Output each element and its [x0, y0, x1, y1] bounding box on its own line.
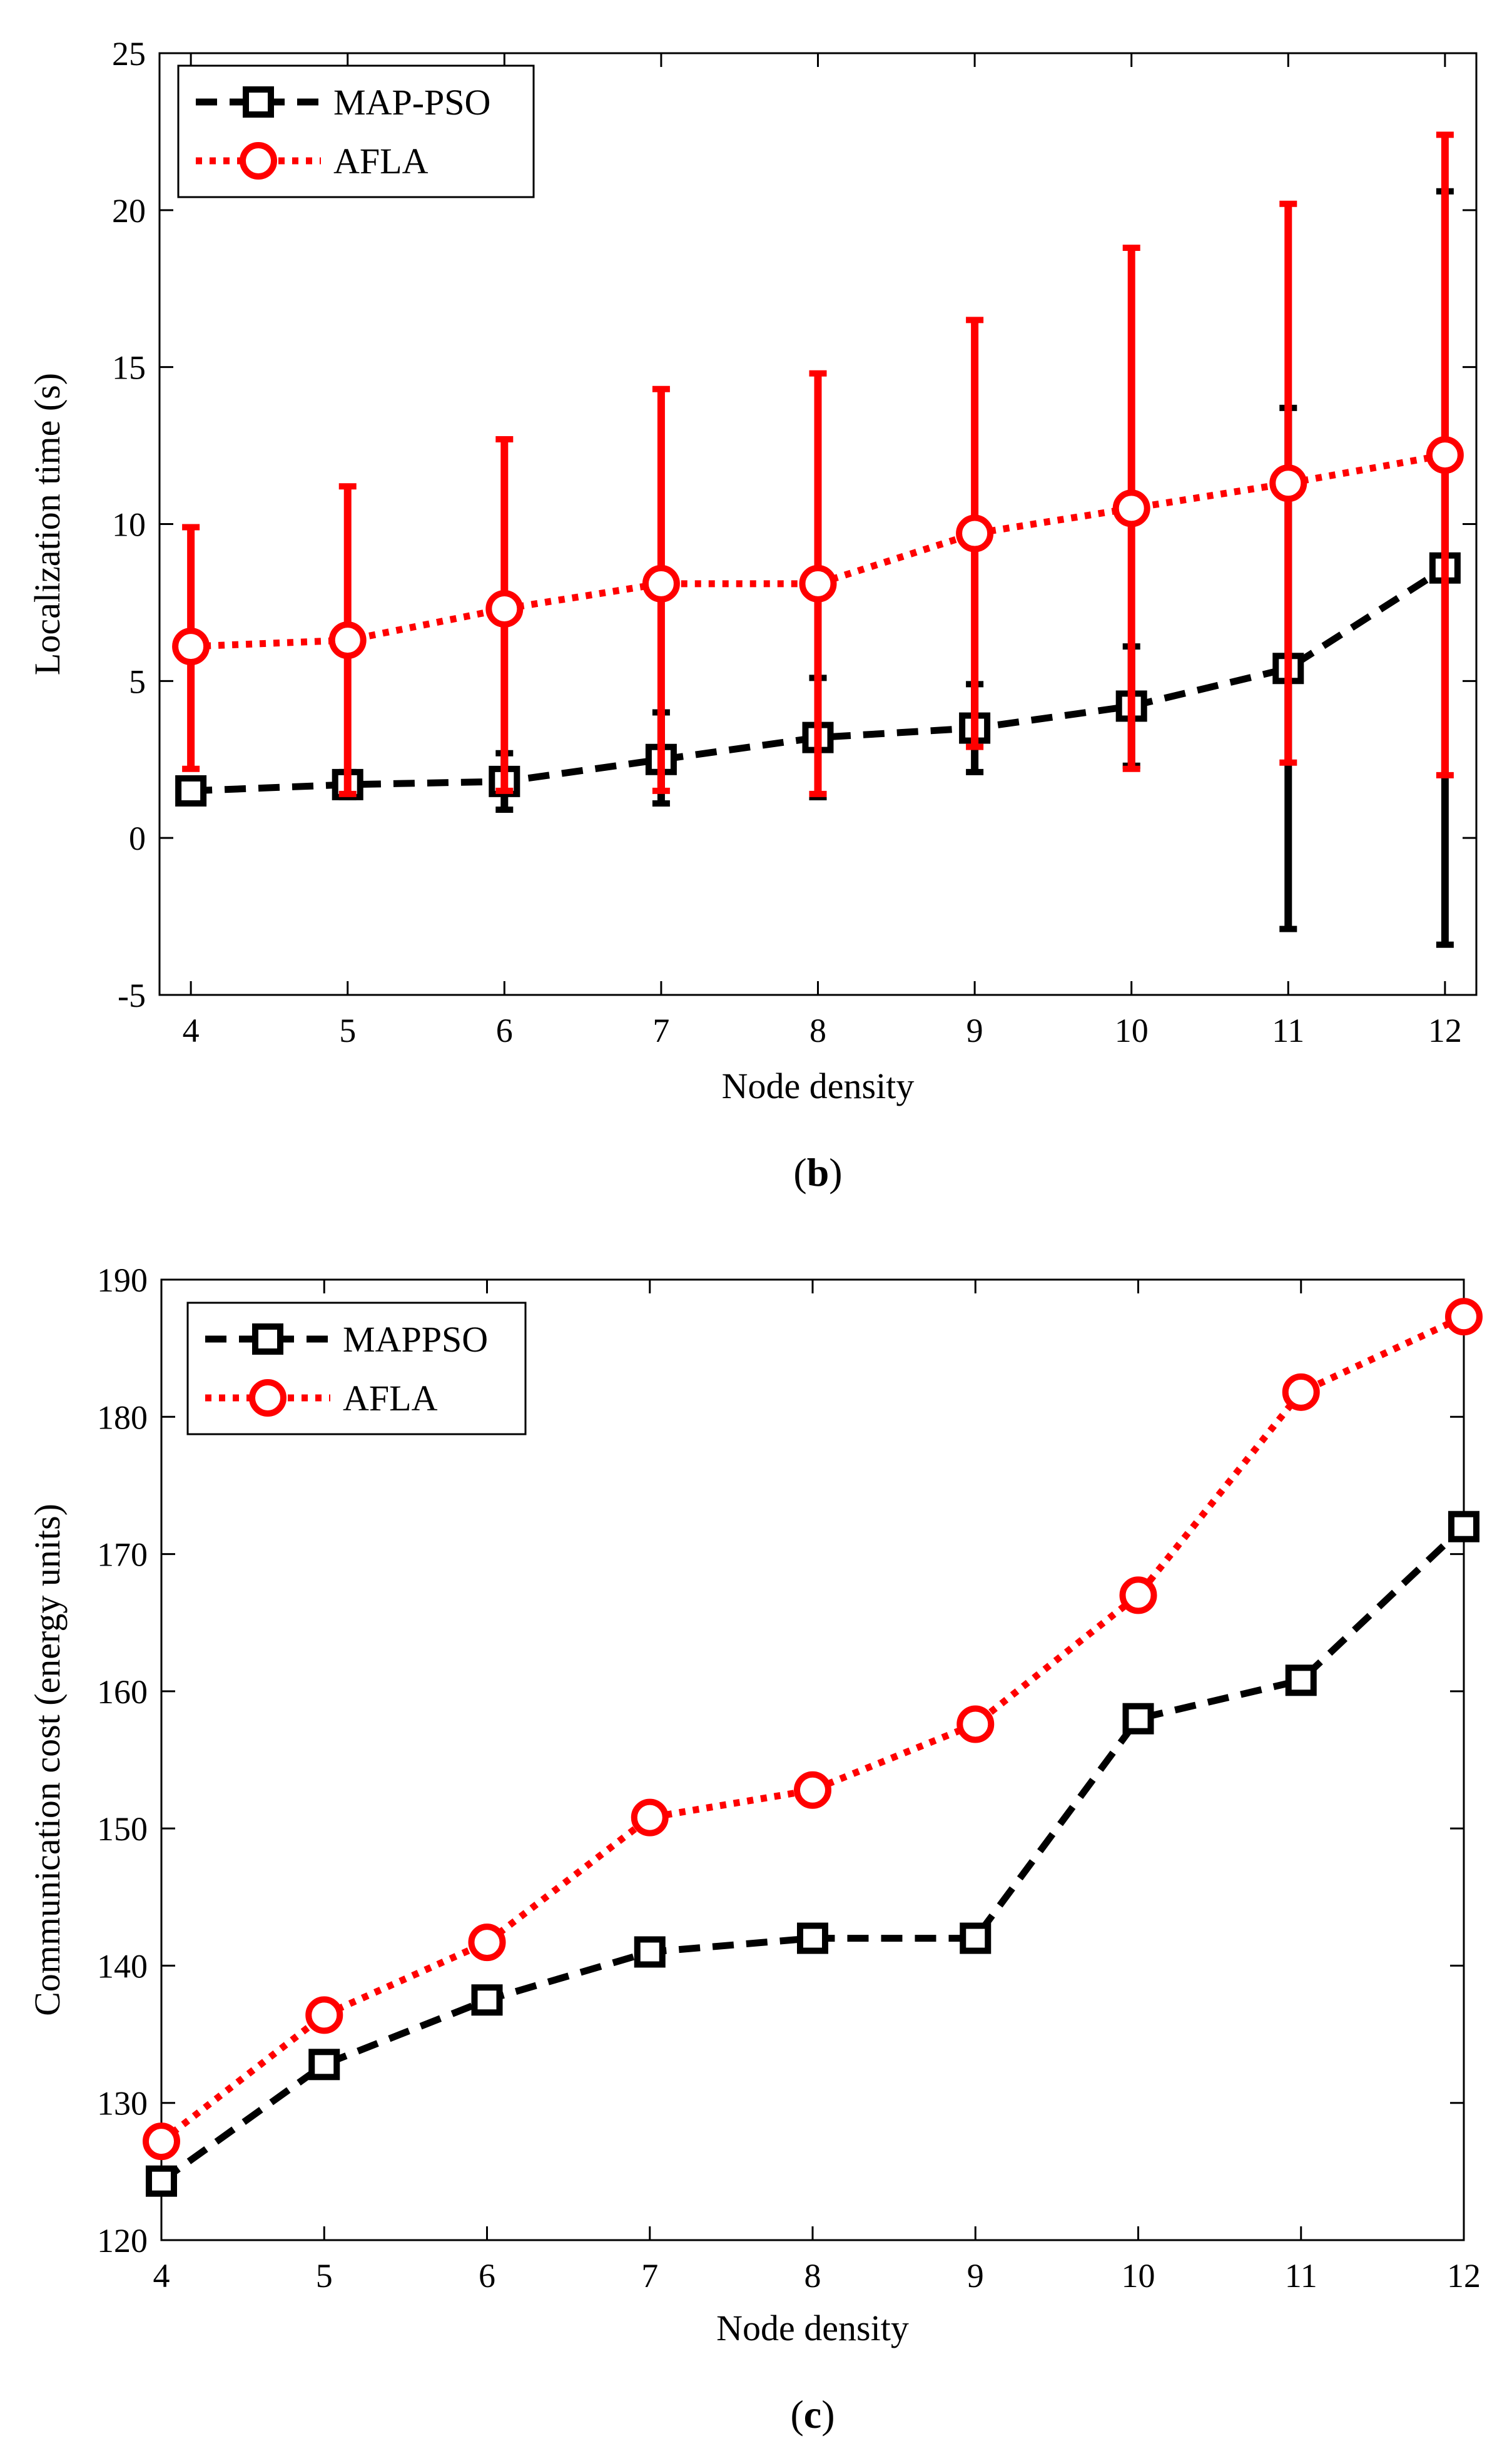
- x-tick-label: 4: [183, 1012, 200, 1049]
- legend-label: MAPPSO: [343, 1319, 488, 1360]
- data-point: [308, 2049, 340, 2081]
- series-line: [159, 1313, 1466, 2144]
- legend-label: AFLA: [343, 1378, 438, 1419]
- x-tick-label: 10: [1115, 1012, 1149, 1049]
- y-tick-label: -5: [118, 977, 146, 1014]
- x-tick-label: 7: [641, 2257, 658, 2295]
- data-point: [146, 2165, 177, 2197]
- data-point: [797, 1922, 828, 1954]
- y-tick-label: 20: [112, 192, 146, 230]
- caption-letter: c: [804, 2392, 821, 2437]
- data-point: [172, 628, 210, 666]
- x-tick-label: 11: [1285, 2257, 1317, 2295]
- data-point: [1282, 1373, 1320, 1411]
- series-line: [190, 565, 1447, 795]
- y-tick-label: 25: [112, 35, 146, 73]
- x-tick-label: 6: [496, 1012, 513, 1049]
- data-point: [1119, 1576, 1157, 1614]
- x-tick-label: 8: [809, 1012, 826, 1049]
- data-point: [960, 1922, 992, 1954]
- data-point: [471, 1984, 503, 2016]
- data-point: [1112, 489, 1150, 527]
- series-afla: [143, 1298, 1483, 2161]
- legend: MAP-PSO AFLA: [177, 64, 535, 198]
- legend-marker: [249, 1379, 287, 1417]
- y-axis-label: Localization time (s): [27, 373, 68, 675]
- y-tick-label: 140: [97, 1947, 148, 1985]
- data-point: [143, 2122, 180, 2161]
- y-tick-label: 10: [112, 506, 146, 544]
- data-point: [305, 1996, 343, 2034]
- series-line: [190, 451, 1446, 650]
- legend-marker: [243, 86, 274, 118]
- y-axis-label: Communication cost (energy units): [27, 1504, 68, 2016]
- series-line: [159, 1524, 1466, 2184]
- data-point: [328, 621, 367, 660]
- data-point: [468, 1923, 506, 1962]
- y-tick-label: 0: [129, 820, 146, 857]
- y-tick-label: 160: [97, 1673, 148, 1711]
- y-tick-label: 180: [97, 1399, 148, 1436]
- x-tick-label: 8: [804, 2257, 821, 2295]
- data-point: [799, 564, 837, 603]
- x-tick-label: 9: [967, 2257, 984, 2295]
- y-tick-label: 120: [97, 2222, 148, 2260]
- legend-label: AFLA: [333, 141, 429, 181]
- data-point: [956, 1705, 995, 1743]
- data-point: [175, 775, 207, 807]
- legend-box: [177, 64, 535, 198]
- data-point: [485, 589, 524, 628]
- data-point: [956, 514, 994, 553]
- caption-open: (: [790, 2392, 803, 2437]
- x-tick-label: 11: [1272, 1012, 1304, 1049]
- legend-label: MAP-PSO: [333, 82, 490, 123]
- data-point: [1448, 1511, 1479, 1542]
- y-tick-label: 15: [112, 349, 146, 387]
- series-afla: [172, 131, 1464, 797]
- data-point: [1426, 436, 1464, 474]
- panel-caption: (c): [790, 2392, 835, 2437]
- y-tick-label: 190: [97, 1261, 148, 1299]
- legend-marker: [240, 142, 277, 180]
- x-tick-label: 9: [967, 1012, 983, 1049]
- x-tick-label: 5: [339, 1012, 356, 1049]
- x-axis-label: Node density: [716, 2308, 909, 2348]
- localization-time-chart: -5 0 5 10 15 20 25 4 5 6 7 8 9 10 11 12 Node density Loca…: [27, 35, 1478, 1195]
- x-tick-label: 5: [316, 2257, 333, 2295]
- caption-open: (: [793, 1150, 806, 1195]
- data-point: [1285, 1664, 1317, 1696]
- y-tick-label: 170: [97, 1536, 148, 1574]
- y-tick-label: 5: [129, 663, 146, 700]
- caption-close: ): [821, 2392, 835, 2437]
- x-tick-label: 6: [479, 2257, 495, 2295]
- x-axis-label: Node density: [722, 1066, 915, 1106]
- caption-close: ): [829, 1150, 842, 1195]
- data-point: [794, 1771, 831, 1809]
- panel-caption: (b): [793, 1150, 842, 1195]
- legend: MAPPSO AFLA: [186, 1302, 527, 1435]
- data-point: [631, 1798, 669, 1837]
- y-tick-label: 150: [97, 1810, 148, 1848]
- x-tick-label: 7: [652, 1012, 669, 1049]
- data-point: [634, 1936, 666, 1968]
- data-point: [1445, 1298, 1483, 1336]
- x-tick-label: 10: [1122, 2257, 1155, 2295]
- x-tick-label: 4: [153, 2257, 170, 2295]
- data-point: [1122, 1703, 1154, 1735]
- caption-letter: b: [807, 1150, 830, 1195]
- legend-marker: [252, 1323, 283, 1355]
- x-tick-label: 12: [1447, 2257, 1481, 2295]
- data-point: [1269, 464, 1307, 502]
- x-tick-label: 12: [1428, 1012, 1462, 1049]
- series-mappso: [146, 1511, 1479, 2197]
- legend-box: [186, 1302, 527, 1435]
- communication-cost-chart: 120 130 140 150 160 170 180 190 4 5 6 7 8 9 10 11 12 Node…: [27, 1261, 1483, 2437]
- data-point: [642, 564, 680, 603]
- y-tick-label: 130: [97, 2085, 148, 2122]
